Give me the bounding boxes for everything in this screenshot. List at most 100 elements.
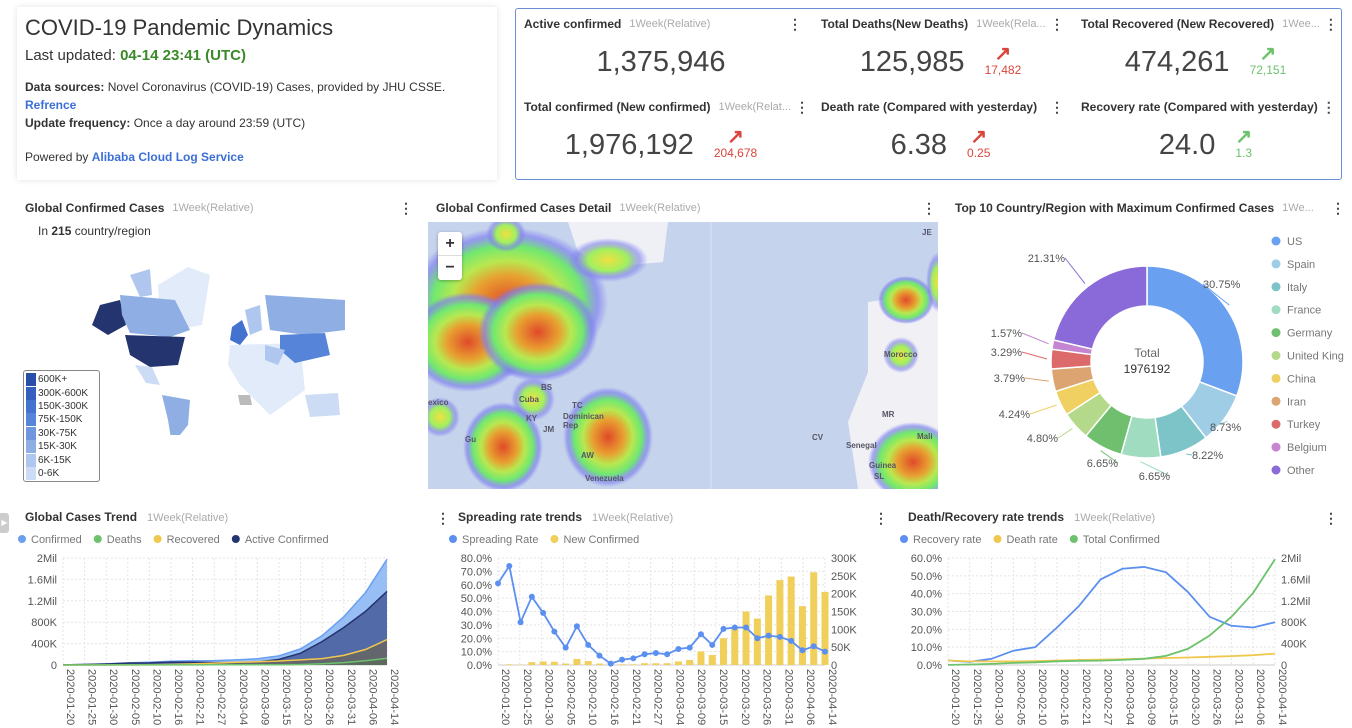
kpi-menu-button[interactable]: ⋮ <box>1321 99 1336 115</box>
world-choropleth-map[interactable] <box>80 255 350 435</box>
bar[interactable] <box>550 661 558 665</box>
bar[interactable] <box>629 664 637 665</box>
legend-item[interactable]: New Confirmed <box>563 534 639 546</box>
legend-item[interactable]: China <box>1287 373 1317 385</box>
sidebar-toggle[interactable]: ▶ <box>0 513 9 533</box>
donut-slice[interactable] <box>1052 265 1148 351</box>
legend-item[interactable]: Deaths <box>107 534 142 546</box>
legend-item[interactable]: United King <box>1287 351 1344 363</box>
bar[interactable] <box>505 664 513 665</box>
data-point[interactable] <box>788 637 795 644</box>
data-point[interactable] <box>551 628 558 635</box>
data-point[interactable] <box>619 656 626 663</box>
legend-item[interactable]: Recovered <box>167 534 220 546</box>
legend-item[interactable]: Turkey <box>1287 419 1321 431</box>
zoom-in-button[interactable]: + <box>438 232 462 256</box>
data-point[interactable] <box>720 625 727 632</box>
legend-item[interactable]: Active Confirmed <box>245 534 329 546</box>
chart-menu-button[interactable]: ⋮ <box>874 510 888 526</box>
bar[interactable] <box>742 611 750 666</box>
data-point[interactable] <box>799 647 806 654</box>
x-tick-label: 2020-02-10 <box>1036 669 1048 725</box>
legend-item[interactable]: Confirmed <box>31 534 82 546</box>
data-point[interactable] <box>810 643 817 650</box>
data-point[interactable] <box>709 641 716 648</box>
data-point[interactable] <box>822 648 828 655</box>
bar[interactable] <box>720 638 728 665</box>
legend-item[interactable]: Iran <box>1287 396 1306 408</box>
bar[interactable] <box>798 606 806 665</box>
data-point[interactable] <box>731 624 738 631</box>
data-point[interactable] <box>776 633 783 640</box>
kpi-menu-button[interactable]: ⋮ <box>1050 99 1064 115</box>
bar[interactable] <box>584 661 592 665</box>
kpi-menu-button[interactable]: ⋮ <box>1050 16 1064 32</box>
bar[interactable] <box>663 663 671 665</box>
data-point[interactable] <box>528 593 535 600</box>
data-point[interactable] <box>506 563 513 570</box>
powered-link[interactable]: Alibaba Cloud Log Service <box>91 150 244 164</box>
bar[interactable] <box>562 663 570 665</box>
bar[interactable] <box>674 661 682 665</box>
bar[interactable] <box>641 663 649 665</box>
bar[interactable] <box>528 662 536 665</box>
chart-menu-button[interactable]: ⋮ <box>436 510 450 526</box>
data-point[interactable] <box>495 580 501 587</box>
data-point[interactable] <box>743 624 750 631</box>
legend-item[interactable]: Other <box>1287 465 1315 477</box>
bar[interactable] <box>652 663 660 665</box>
legend-item[interactable]: Total Confirmed <box>1083 534 1160 546</box>
reference-link[interactable]: Refrence <box>25 98 77 112</box>
kpi-menu-button[interactable]: ⋮ <box>795 99 810 115</box>
bar[interactable] <box>765 595 773 665</box>
legend-item[interactable]: US <box>1287 236 1302 248</box>
bar[interactable] <box>776 580 784 665</box>
bar[interactable] <box>821 591 829 665</box>
data-point[interactable] <box>675 645 682 652</box>
legend-item[interactable]: Recovery rate <box>913 534 981 546</box>
data-point[interactable] <box>540 609 547 616</box>
bar[interactable] <box>810 572 818 665</box>
legend-item[interactable]: Italy <box>1287 282 1308 294</box>
data-point[interactable] <box>607 660 614 667</box>
legend-item[interactable]: Spain <box>1287 259 1315 271</box>
data-point[interactable] <box>562 644 569 651</box>
bar[interactable] <box>753 618 761 665</box>
heatmap[interactable] <box>428 222 938 489</box>
zoom-out-button[interactable]: − <box>445 259 455 276</box>
data-point[interactable] <box>652 649 659 656</box>
bar[interactable] <box>618 664 626 665</box>
legend-item[interactable]: France <box>1287 305 1321 317</box>
bar[interactable] <box>595 663 603 665</box>
global-map-menu-button[interactable]: ⋮ <box>399 200 413 216</box>
kpi-menu-button[interactable]: ⋮ <box>1323 16 1338 32</box>
bar[interactable] <box>708 655 716 665</box>
donut-slice[interactable] <box>1146 265 1244 397</box>
chart-menu-button[interactable]: ⋮ <box>1324 510 1338 526</box>
data-point[interactable] <box>686 644 693 651</box>
legend-item[interactable]: Death rate <box>1006 534 1057 546</box>
bar[interactable] <box>697 651 705 665</box>
kpi-value: 24.0 <box>1158 129 1216 161</box>
bar[interactable] <box>539 661 547 665</box>
data-point[interactable] <box>664 651 671 658</box>
bar[interactable] <box>686 660 694 665</box>
data-point[interactable] <box>630 655 637 662</box>
data-point[interactable] <box>585 641 592 648</box>
data-point[interactable] <box>573 623 580 630</box>
data-point[interactable] <box>517 619 524 626</box>
data-point[interactable] <box>641 651 648 658</box>
bar[interactable] <box>573 658 581 665</box>
bar[interactable] <box>787 576 795 665</box>
data-point[interactable] <box>754 635 761 642</box>
data-point[interactable] <box>697 631 704 638</box>
top10-menu-button[interactable]: ⋮ <box>1331 200 1345 216</box>
legend-item[interactable]: Spreading Rate <box>462 534 538 546</box>
bar[interactable] <box>731 627 739 665</box>
data-point[interactable] <box>596 652 603 659</box>
data-point[interactable] <box>765 632 772 639</box>
detail-map-menu-button[interactable]: ⋮ <box>922 200 936 216</box>
legend-item[interactable]: Belgium <box>1287 442 1327 454</box>
legend-item[interactable]: Germany <box>1287 328 1333 340</box>
kpi-menu-button[interactable]: ⋮ <box>788 16 802 32</box>
